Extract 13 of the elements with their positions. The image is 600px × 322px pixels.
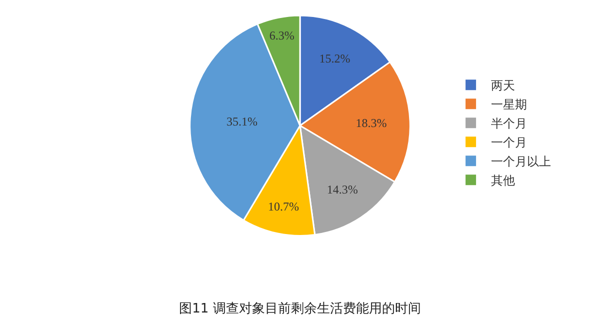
text: 图11 调查对象目前剩余生活费能用的时间 (179, 301, 421, 316)
data-label: 18.3% (356, 116, 387, 130)
legend-label: 其他 (490, 174, 515, 188)
data-label: 6.3% (269, 28, 294, 42)
data-label: 35.1% (226, 114, 258, 128)
legend-label: 一星期 (490, 98, 527, 112)
legend-label: 一个月 (490, 136, 527, 150)
data-label: 14.3% (326, 182, 358, 197)
legend-label: 半个月 (490, 116, 527, 131)
data-label: 15.2% (319, 52, 350, 66)
legend-label: 两天 (490, 78, 515, 93)
legend-label: 一个月以上 (490, 154, 551, 169)
data-label: 10.7% (268, 200, 299, 214)
